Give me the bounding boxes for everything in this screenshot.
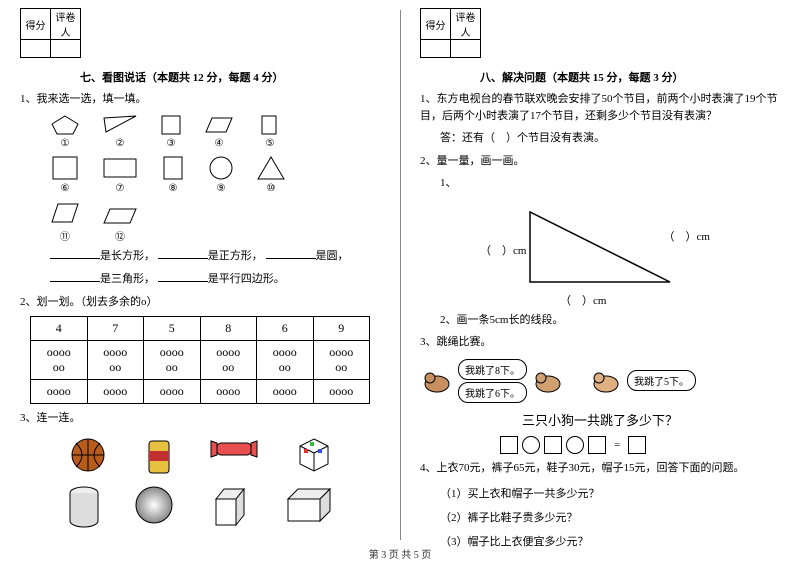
- q2-text: 2、划一划。（划去多余的o）: [20, 294, 380, 311]
- equals: =: [614, 439, 620, 451]
- cm-bottom: （ ）cm: [560, 292, 606, 308]
- score-header: 得分: [21, 9, 51, 40]
- cm-right: （ ）cm: [664, 228, 710, 244]
- left-column: 得分 评卷人 七、看图说话（本题共 12 分，每题 4 分） 1、我来选一选，填…: [0, 0, 400, 545]
- q1-text: 1、我来选一选，填一填。: [20, 91, 380, 108]
- square-icon: [160, 114, 182, 136]
- section-title-7: 七、看图说话（本题共 12 分，每题 4 分）: [80, 69, 380, 85]
- rectangle-v-icon: [160, 155, 186, 181]
- cross-out-table: 475869 oooooo oooooo oooooo oooooo ooooo…: [30, 316, 370, 404]
- rectangle-tall-icon: [256, 114, 284, 136]
- fill-line-1: 是长方形， 是正方形， 是圆，: [50, 247, 380, 265]
- right-triangle-icon: [500, 202, 700, 302]
- cylinder-icon: [66, 485, 102, 529]
- items-row: [50, 437, 350, 477]
- cube-icon: [206, 485, 250, 529]
- table-cell: oooooo: [31, 341, 88, 380]
- equation-boxes: =: [500, 436, 780, 454]
- table-cell: oooooo: [87, 341, 144, 380]
- square-big-icon: [50, 155, 80, 181]
- box: [628, 436, 646, 454]
- table-cell: oooooo: [144, 341, 201, 380]
- shapes-row-2: ⑥ ⑦ ⑧ ⑨ ⑩: [50, 155, 380, 194]
- op-circle: [522, 436, 540, 454]
- shapes3d-row: [50, 485, 350, 529]
- r-q3: 3、跳绳比赛。: [420, 334, 780, 351]
- box: [588, 436, 606, 454]
- grader-cell: [51, 40, 81, 58]
- table-cell: oooooo: [313, 341, 370, 380]
- grader-header: 评卷人: [51, 9, 81, 40]
- jump-row: 我跳了8下。 我跳了6下。 我跳了5下。: [420, 359, 780, 403]
- r-q2-1: 1、: [440, 175, 780, 192]
- triangle-diagram: （ ）cm （ ）cm （ ）cm: [500, 202, 700, 302]
- dog3-icon: [589, 366, 623, 396]
- score-header: 得分: [421, 9, 451, 40]
- table-cell: oooooo: [200, 341, 257, 380]
- trapezoid-icon: [204, 114, 234, 136]
- circle-icon: [208, 155, 234, 181]
- speech-1: 我跳了8下。: [458, 359, 527, 380]
- r-q3-text: 三只小狗一共跳了多少下？: [420, 411, 780, 431]
- r-q2: 2、量一量，画一画。: [420, 153, 780, 170]
- shapes-row-3: ⑪ ⑫: [50, 200, 380, 243]
- page: 得分 评卷人 七、看图说话（本题共 12 分，每题 4 分） 1、我来选一选，填…: [0, 0, 800, 545]
- rectangle-icon: [102, 155, 138, 181]
- r-q1: 1、东方电视台的春节联欢晚会安排了50个节目，前两个小时表演了19个节目，后两个…: [420, 91, 780, 124]
- section-title-8: 八、解决问题（本题共 15 分，每题 3 分）: [480, 69, 780, 85]
- cm-left: （ ）cm: [480, 242, 526, 258]
- dog2-icon: [531, 366, 565, 396]
- grader-header: 评卷人: [451, 9, 481, 40]
- box: [500, 436, 518, 454]
- r-q1-ans: 答：还有（ ）个节目没有表演。: [440, 130, 780, 147]
- shapes-row-1: ① ② ③ ④ ⑤: [50, 114, 380, 149]
- table-cell: oooooo: [257, 341, 314, 380]
- box: [544, 436, 562, 454]
- triangle-flag-icon: [102, 114, 138, 136]
- r-q2-2: 2、画一条5cm长的线段。: [440, 312, 780, 329]
- r-q4-2: （2）裤子比鞋子贵多少元？: [440, 509, 780, 525]
- can-icon: [145, 437, 173, 477]
- speech-2: 我跳了6下。: [458, 382, 527, 403]
- pentagon-icon: [50, 114, 80, 136]
- candy-icon: [209, 437, 259, 461]
- parallelogram1-icon: [50, 200, 80, 226]
- triangle-icon: [256, 155, 286, 181]
- op-circle: [566, 436, 584, 454]
- basketball-icon: [68, 437, 108, 473]
- score-box: 得分 评卷人: [20, 8, 81, 58]
- speech-3: 我跳了5下。: [627, 370, 696, 391]
- q3-text: 3、连一连。: [20, 410, 380, 427]
- score-box-r: 得分 评卷人: [420, 8, 481, 58]
- fill-line-2: 是三角形， 是平行四边形。: [50, 270, 380, 288]
- dog1-icon: [420, 366, 454, 396]
- right-column: 得分 评卷人 八、解决问题（本题共 15 分，每题 3 分） 1、东方电视台的春…: [400, 0, 800, 545]
- score-cell: [21, 40, 51, 58]
- cuboid-icon: [282, 485, 334, 525]
- parallelogram2-icon: [102, 206, 138, 226]
- sphere-icon: [134, 485, 174, 525]
- r-q4: 4、上衣70元，裤子65元，鞋子30元，帽子15元，回答下面的问题。: [420, 460, 780, 477]
- page-footer: 第 3 页 共 5 页: [0, 546, 800, 561]
- r-q4-1: （1）买上衣和帽子一共多少元？: [440, 485, 780, 501]
- rubiks-cube-icon: [296, 437, 332, 473]
